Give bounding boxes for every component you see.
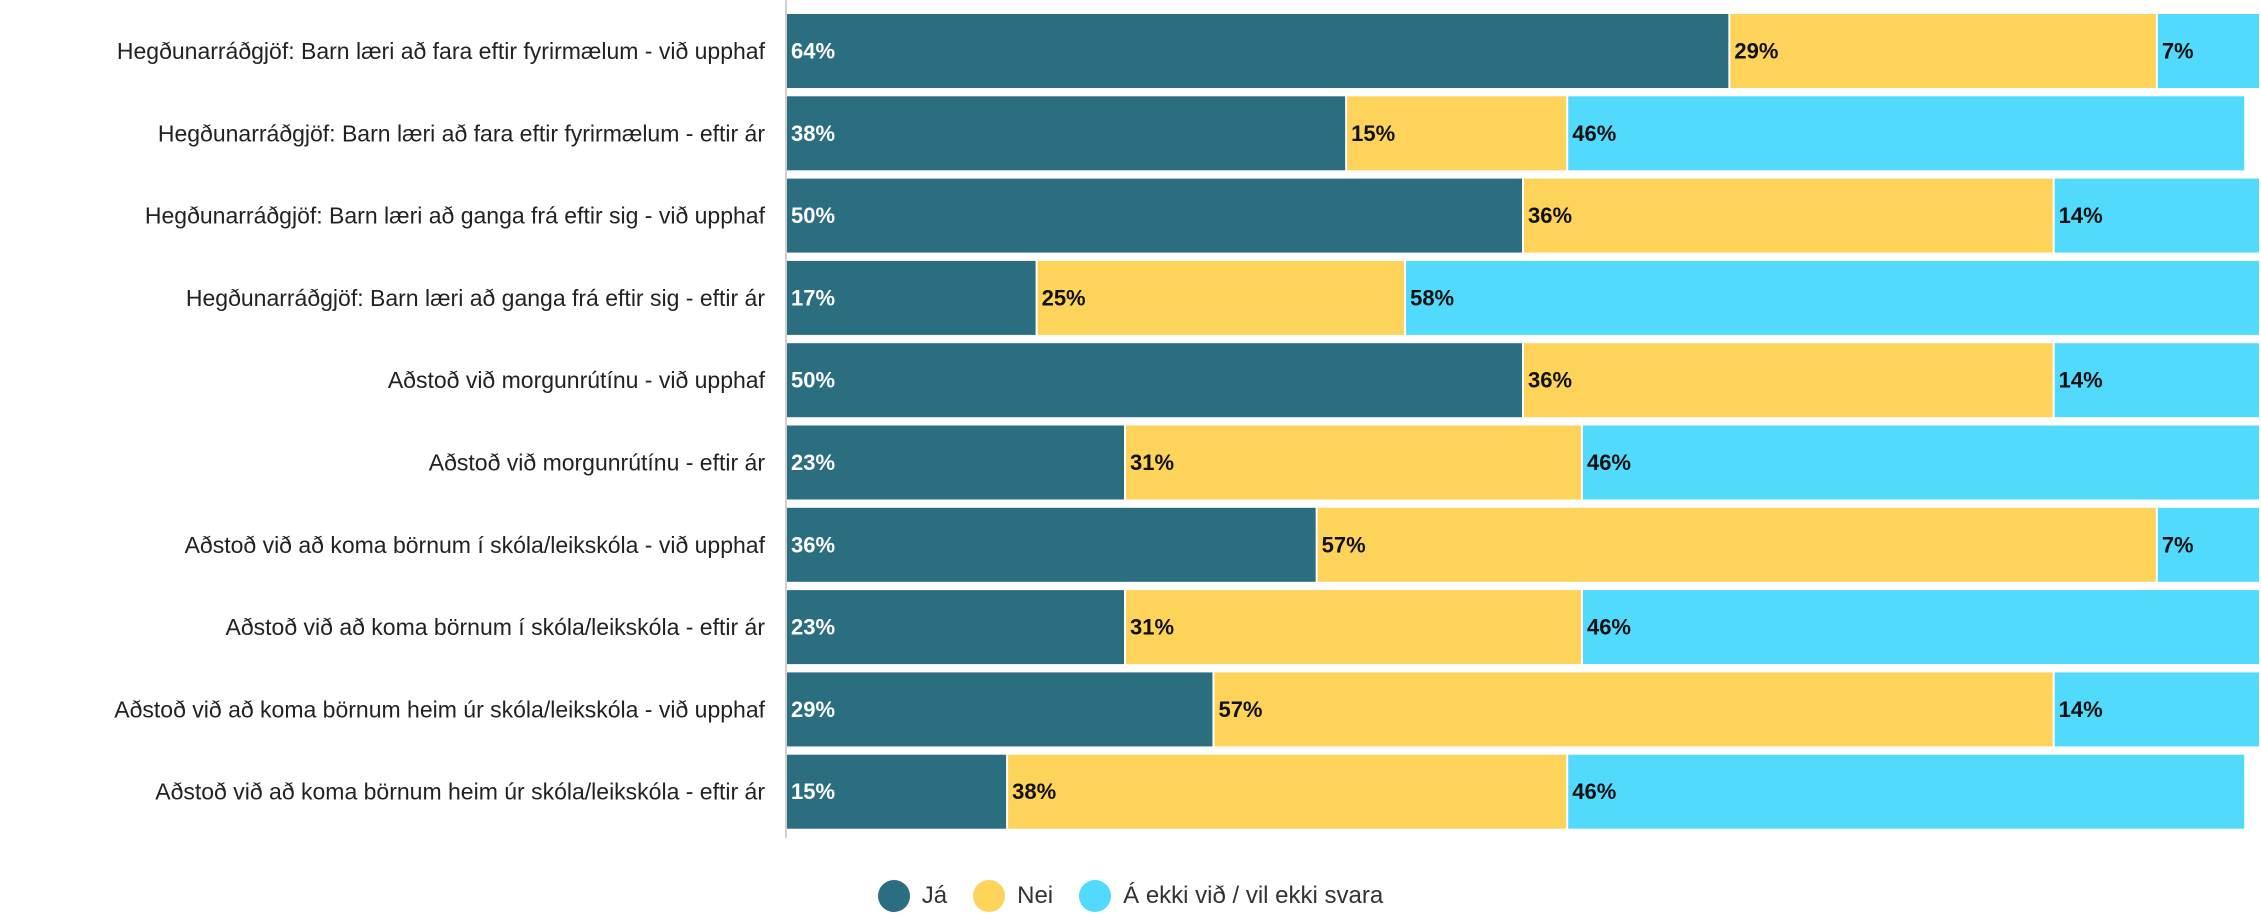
bar-segment <box>1347 96 1567 171</box>
bar-segment <box>1582 425 2259 500</box>
data-label: 29% <box>1734 39 1778 64</box>
bar-segment <box>1008 754 1567 829</box>
bar-segment <box>2054 343 2259 418</box>
bar-segment <box>1126 590 1581 665</box>
data-label: 25% <box>1042 285 1086 310</box>
bar-segment <box>2157 507 2259 582</box>
bar-segment <box>2157 14 2259 88</box>
data-label: 36% <box>1528 203 1572 228</box>
data-label: 14% <box>2059 203 2103 228</box>
data-label: 23% <box>791 615 835 640</box>
data-label: 15% <box>791 779 835 804</box>
category-label: Hegðunarráðgjöf: Barn læri að ganga frá … <box>186 285 765 311</box>
data-label: 17% <box>791 285 835 310</box>
data-label: 7% <box>2162 532 2194 557</box>
bar-segment <box>1524 178 2053 253</box>
data-label: 58% <box>1410 285 1454 310</box>
bar-segment <box>787 260 1036 335</box>
legend-swatch <box>877 880 910 912</box>
bar-segment <box>787 507 1316 582</box>
legend-item: Nei <box>973 880 1053 912</box>
data-label: 50% <box>791 368 835 393</box>
data-label: 36% <box>1528 368 1572 393</box>
data-label: 46% <box>1572 121 1616 146</box>
data-label: 23% <box>791 450 835 475</box>
data-label: 7% <box>2162 39 2194 64</box>
data-label: 46% <box>1587 615 1631 640</box>
bar-segment <box>2054 178 2259 253</box>
data-label: 31% <box>1130 615 1174 640</box>
data-label: 31% <box>1130 450 1174 475</box>
legend-label: Já <box>921 882 948 909</box>
data-label: 57% <box>1218 697 1262 722</box>
bar-segment <box>1582 590 2259 665</box>
category-label: Aðstoð við að koma börnum heim úr skóla/… <box>114 696 765 722</box>
category-label: Aðstoð við að koma börnum í skóla/leiksk… <box>185 532 766 558</box>
bar-segment <box>787 590 1125 665</box>
bar-segment <box>1406 260 2259 335</box>
bar-segment <box>1126 425 1581 500</box>
legend-item: Á ekki við / vil ekki svara <box>1079 880 1383 912</box>
data-label: 14% <box>2059 697 2103 722</box>
data-label: 14% <box>2059 368 2103 393</box>
legend-item: Já <box>877 880 948 912</box>
legend-swatch <box>973 880 1006 912</box>
data-label: 36% <box>791 532 835 557</box>
bar-segment <box>2054 672 2259 747</box>
bar-segment <box>1214 672 2053 747</box>
data-label: 15% <box>1351 121 1395 146</box>
bar-segment <box>1317 507 2156 582</box>
category-label: Aðstoð við morgunrútínu - við upphaf <box>388 367 766 393</box>
data-label: 57% <box>1322 532 1366 557</box>
bar-segment <box>1037 260 1405 335</box>
data-label: 46% <box>1572 779 1616 804</box>
bar-segment <box>787 178 1522 253</box>
category-label: Aðstoð við morgunrútínu - eftir ár <box>429 450 766 476</box>
bar-segment <box>787 425 1125 500</box>
bar-segment <box>787 754 1007 829</box>
category-label: Aðstoð við að koma börnum í skóla/leiksk… <box>226 614 766 640</box>
data-label: 64% <box>791 39 835 64</box>
category-label: Hegðunarráðgjöf: Barn læri að fara eftir… <box>117 38 766 64</box>
category-label: Hegðunarráðgjöf: Barn læri að ganga frá … <box>145 203 766 229</box>
legend-label: Á ekki við / vil ekki svara <box>1123 882 1384 909</box>
bar-segment <box>787 672 1213 747</box>
bar-segment <box>787 343 1522 418</box>
category-label: Hegðunarráðgjöf: Barn læri að fara eftir… <box>158 120 765 146</box>
bar-segment <box>787 96 1346 171</box>
bar-segment <box>1730 14 2156 88</box>
category-label: Aðstoð við að koma börnum heim úr skóla/… <box>155 779 765 805</box>
bar-segment <box>1568 754 2245 829</box>
bar-segment <box>1568 96 2245 171</box>
data-label: 38% <box>791 121 835 146</box>
legend: Já Nei Á ekki við / vil ekki svara <box>0 878 2261 914</box>
legend-swatch <box>1079 880 1112 912</box>
data-label: 46% <box>1587 450 1631 475</box>
data-label: 29% <box>791 697 835 722</box>
legend-label: Nei <box>1017 882 1054 909</box>
data-label: 38% <box>1012 779 1056 804</box>
bar-segment <box>787 14 1729 88</box>
data-label: 50% <box>791 203 835 228</box>
bar-segment <box>1524 343 2053 418</box>
